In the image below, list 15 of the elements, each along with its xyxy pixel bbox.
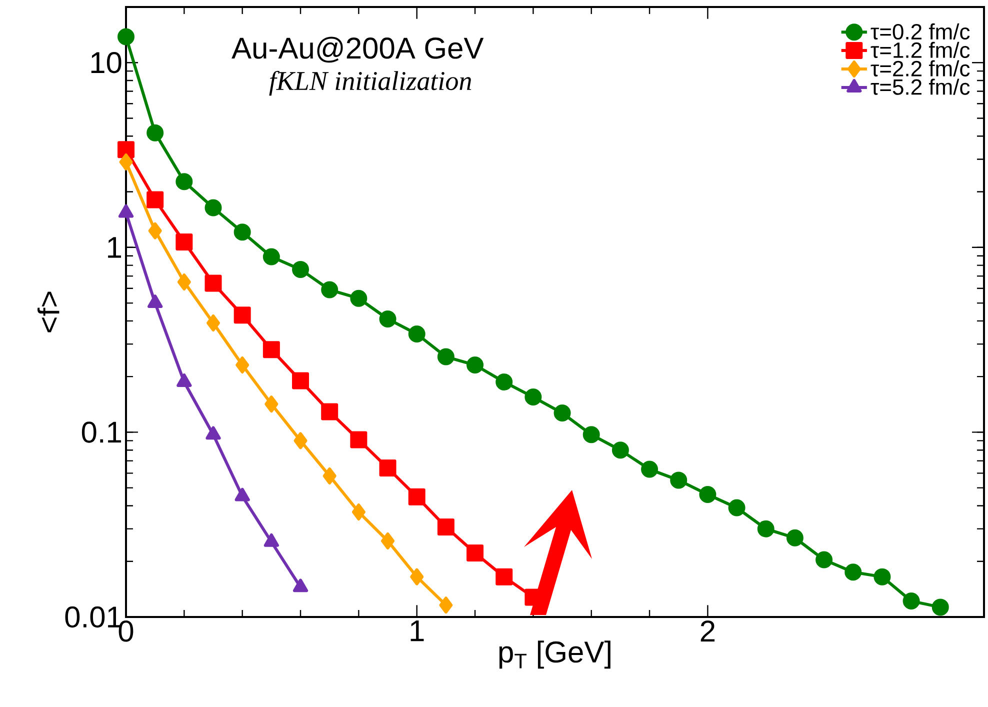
y-tick-label: 0.01 [65, 606, 122, 628]
legend-label: τ=1.2 fm/c [870, 42, 970, 58]
x-tick-label: 1 [410, 620, 424, 642]
y-tick-label: 10 [91, 52, 122, 74]
legend-label: τ=0.2 fm/c [870, 23, 970, 40]
legend-label: τ=5.2 fm/c [870, 78, 970, 95]
text: Au-Au@200A GeV [232, 36, 484, 63]
legend-label: τ=2.2 fm/c [870, 60, 970, 76]
x-tick-label: 0 [118, 620, 134, 642]
x-axis-title: p$_{T}$ [GeV] [499, 640, 610, 669]
x-tick-label: 2 [700, 620, 715, 642]
y-tick-label: 0.1 [82, 422, 122, 443]
text: fKLN initialization [269, 70, 472, 96]
y-axis-title: <f> [38, 292, 60, 332]
y-tick-label: 1 [108, 237, 122, 258]
